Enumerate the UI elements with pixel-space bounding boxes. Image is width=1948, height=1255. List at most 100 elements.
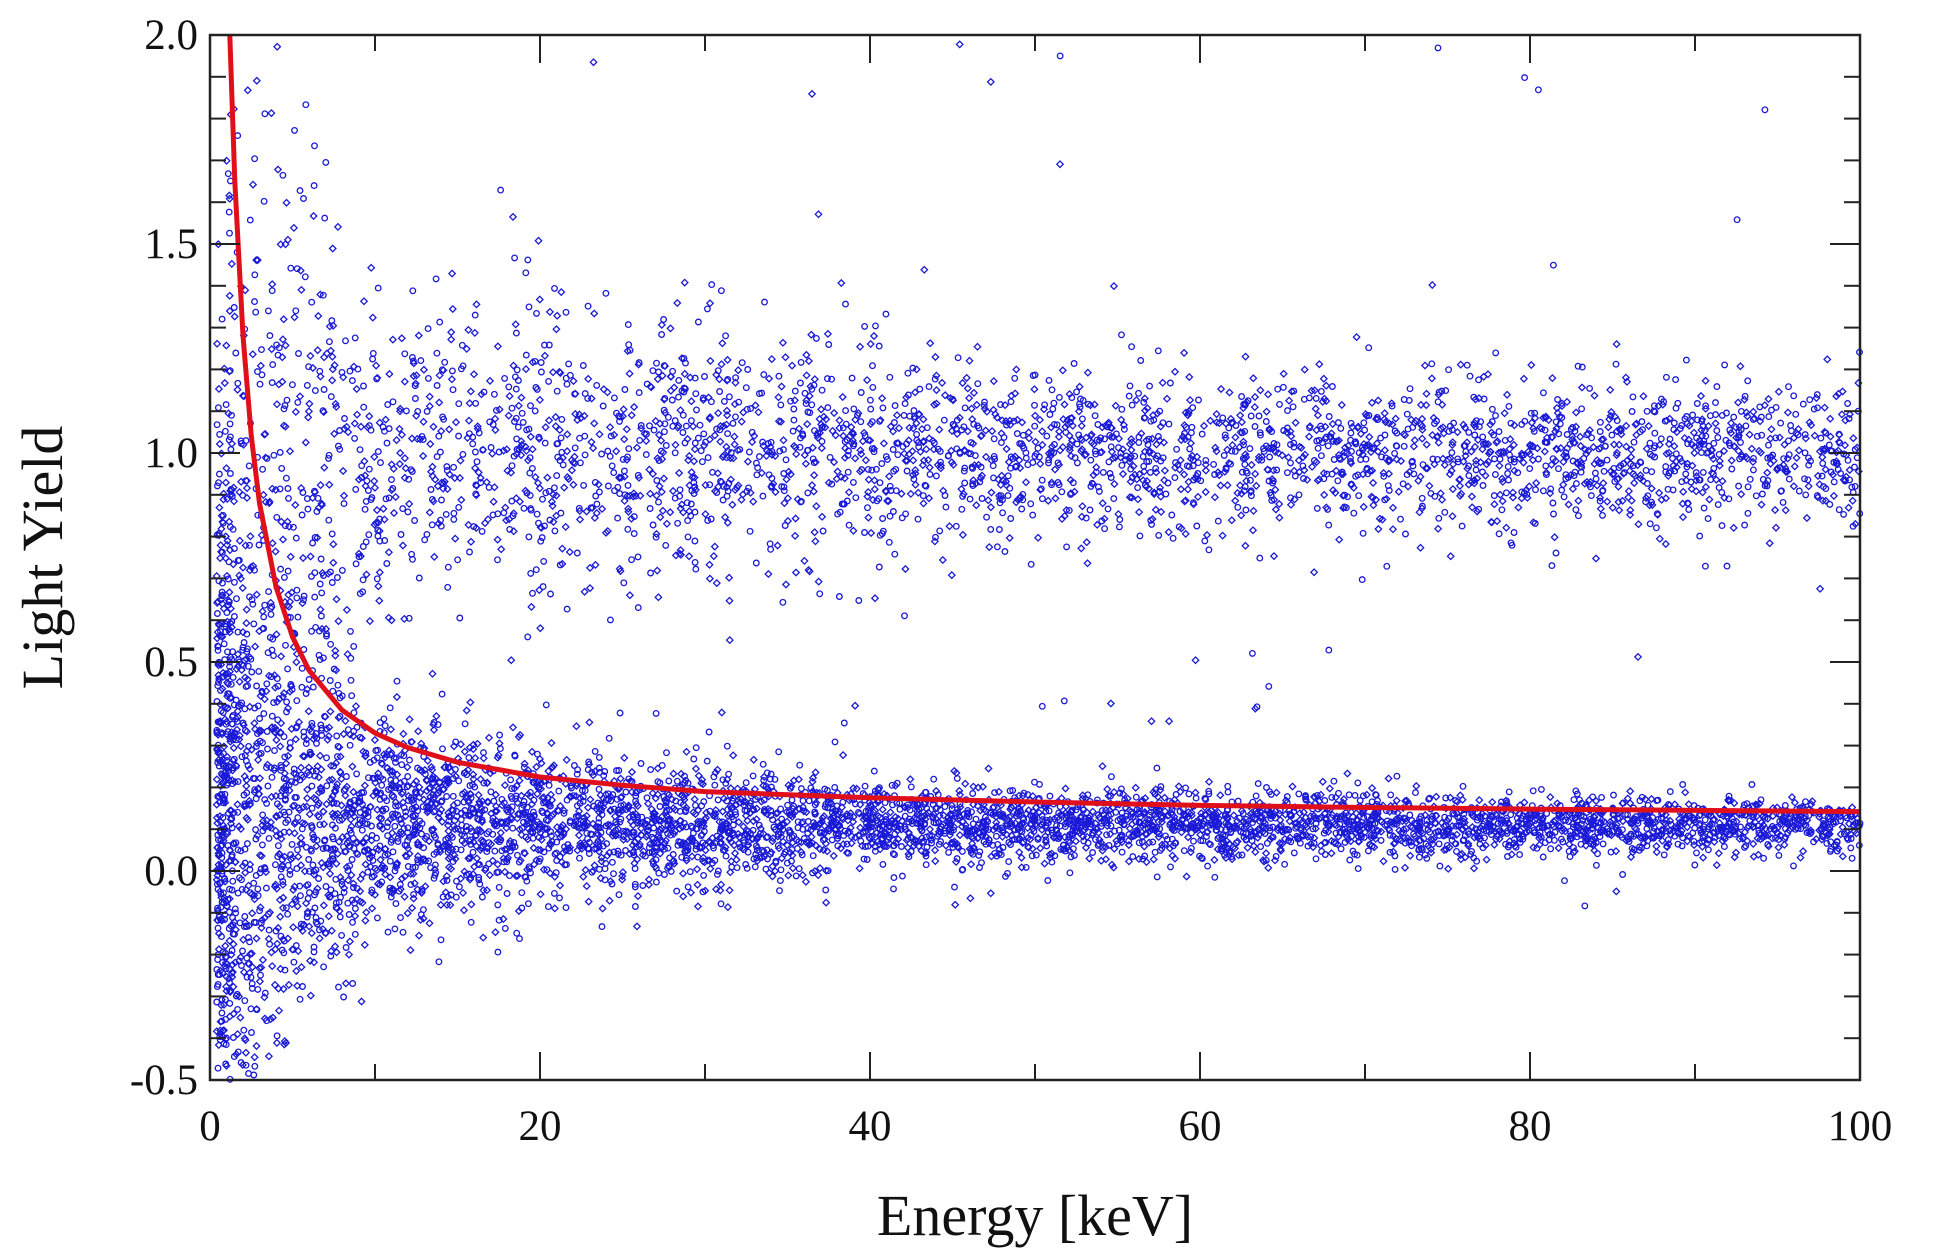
scatter-point xyxy=(1614,497,1623,507)
scatter-point xyxy=(491,425,500,435)
scatter-point xyxy=(1607,407,1616,417)
scatter-point xyxy=(316,372,325,381)
scatter-point xyxy=(818,813,827,823)
scatter-point xyxy=(517,830,526,840)
scatter-point xyxy=(1352,440,1360,448)
scatter-point xyxy=(1487,517,1496,527)
scatter-point xyxy=(670,819,680,828)
scatter-point xyxy=(1484,457,1493,466)
scatter-point xyxy=(329,558,338,567)
scatter-point xyxy=(1031,422,1039,430)
scatter-point xyxy=(1370,444,1378,452)
scatter-point xyxy=(528,358,537,367)
scatter-point xyxy=(776,877,784,885)
scatter-point xyxy=(1720,493,1729,502)
scatter-point xyxy=(1626,505,1635,515)
scatter-point xyxy=(349,732,358,741)
scatter-point xyxy=(919,499,928,508)
scatter-point xyxy=(1142,476,1152,486)
scatter-point xyxy=(239,935,248,944)
scatter-point xyxy=(553,311,562,320)
scatter-point xyxy=(782,817,792,826)
scatter-point xyxy=(1559,451,1569,460)
scatter-point xyxy=(633,891,643,901)
scatter-point xyxy=(945,452,952,460)
scatter-point xyxy=(251,298,258,306)
scatter-point xyxy=(1545,489,1555,498)
scatter-point xyxy=(915,443,923,451)
scatter-point xyxy=(304,505,312,513)
scatter-point xyxy=(747,437,757,447)
scatter-point xyxy=(1415,508,1424,517)
scatter-point xyxy=(268,379,276,387)
scatter-point xyxy=(248,350,257,359)
scatter-point xyxy=(391,867,399,875)
scatter-point xyxy=(716,880,726,889)
scatter-point xyxy=(549,490,558,499)
scatter-point xyxy=(1083,368,1093,377)
scatter-point xyxy=(1464,480,1473,489)
scatter-point xyxy=(1630,438,1638,446)
scatter-point xyxy=(1049,405,1057,413)
scatter-point xyxy=(910,414,919,423)
scatter-point xyxy=(419,365,429,374)
scatter-point xyxy=(775,372,783,380)
scatter-point xyxy=(1804,482,1813,491)
scatter-point xyxy=(278,353,287,362)
scatter-point xyxy=(1119,420,1129,430)
scatter-point xyxy=(1801,431,1809,439)
scatter-point xyxy=(298,553,308,563)
scatter-point xyxy=(760,371,768,379)
scatter-point xyxy=(1127,493,1136,502)
scatter-point xyxy=(656,512,665,522)
scatter-point xyxy=(1237,417,1247,427)
scatter-point xyxy=(1510,529,1518,536)
scatter-point xyxy=(293,594,301,602)
scatter-point xyxy=(1684,800,1693,809)
scatter-point xyxy=(755,453,763,461)
scatter-point xyxy=(342,773,350,780)
scatter-point xyxy=(277,932,285,940)
scatter-point xyxy=(1825,441,1833,449)
scatter-point xyxy=(514,377,522,384)
scatter-point xyxy=(914,488,923,497)
scatter-point xyxy=(1571,422,1581,431)
scatter-point xyxy=(622,455,632,464)
scatter-point xyxy=(624,453,631,461)
scatter-point xyxy=(1205,546,1213,554)
scatter-point xyxy=(966,495,974,503)
scatter-point xyxy=(448,367,456,375)
scatter-point xyxy=(634,553,642,561)
scatter-point xyxy=(309,861,317,869)
scatter-point xyxy=(470,328,479,338)
scatter-point xyxy=(554,453,562,461)
scatter-point xyxy=(1107,424,1115,432)
scatter-point xyxy=(1046,411,1054,418)
scatter-point xyxy=(370,476,379,486)
scatter-point xyxy=(399,505,407,513)
scatter-point xyxy=(294,398,302,406)
scatter-point xyxy=(1712,399,1719,407)
scatter-point xyxy=(272,811,281,821)
scatter-point xyxy=(1529,424,1538,433)
scatter-point xyxy=(864,475,873,484)
scatter-point xyxy=(1439,429,1448,438)
scatter-point xyxy=(1719,446,1729,456)
scatter-point xyxy=(300,195,307,202)
scatter-point xyxy=(1177,524,1186,533)
scatter-point xyxy=(707,515,715,523)
scatter-point xyxy=(533,510,541,518)
scatter-point xyxy=(491,928,500,937)
scatter-point xyxy=(619,405,628,414)
scatter-point xyxy=(435,958,443,966)
scatter-point xyxy=(842,407,850,415)
scatter-point xyxy=(408,354,416,361)
scatter-point xyxy=(1417,414,1427,424)
scatter-point xyxy=(1615,506,1624,515)
scatter-point xyxy=(592,492,600,500)
scatter-point xyxy=(799,825,807,833)
scatter-point xyxy=(1247,412,1255,420)
scatter-point xyxy=(1152,454,1161,463)
scatter-point xyxy=(412,411,421,420)
scatter-point xyxy=(532,384,540,391)
